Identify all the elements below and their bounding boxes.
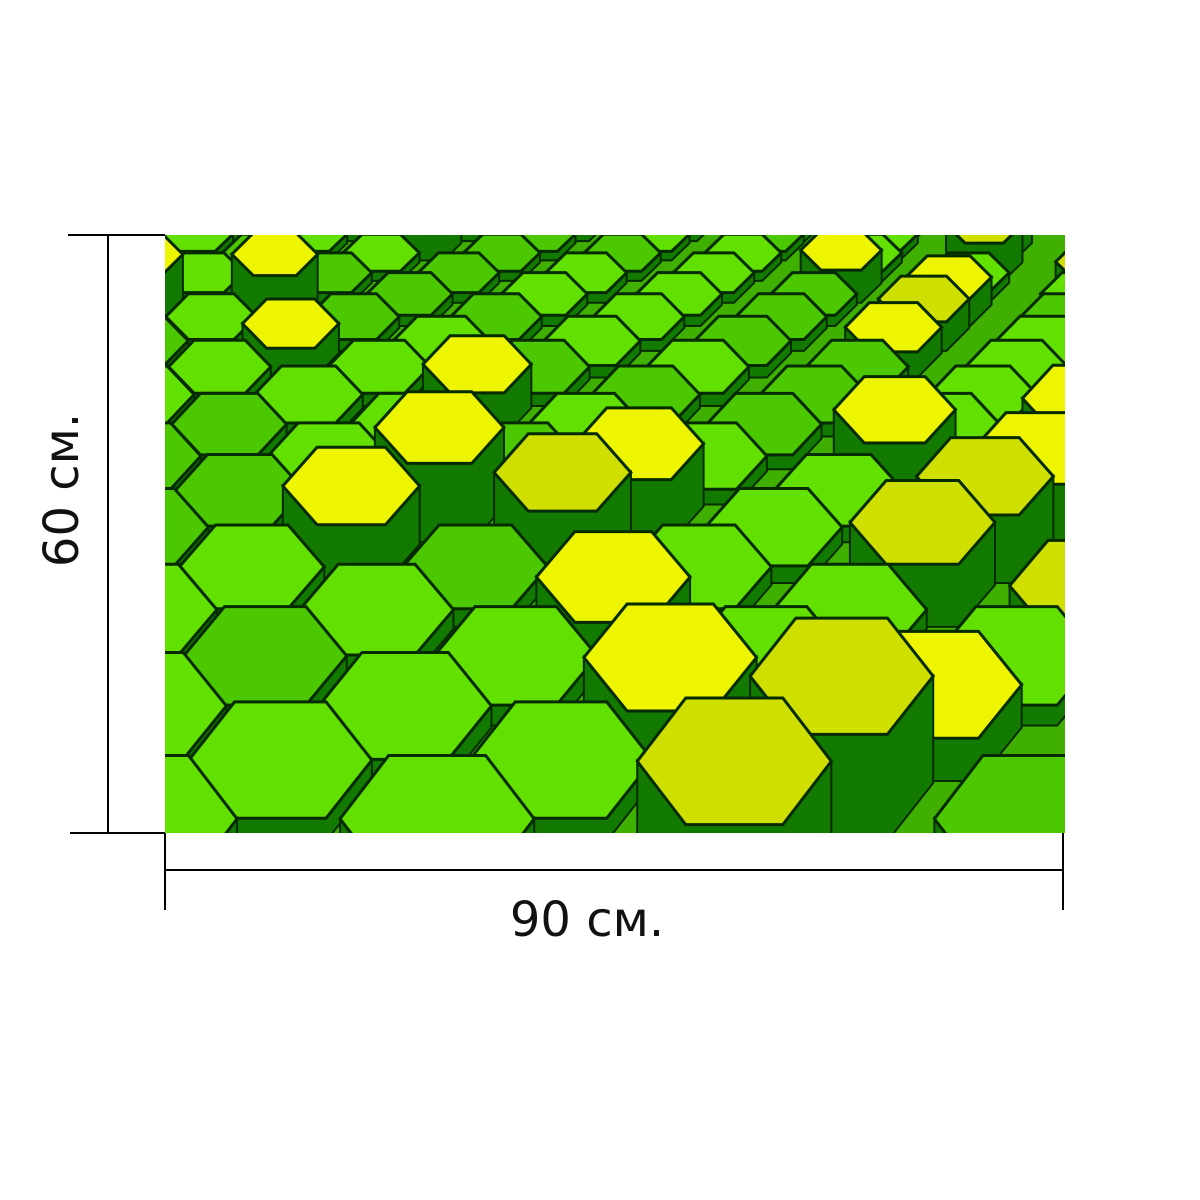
hexagon-side [1067, 253, 1143, 281]
hexagon-top [1064, 252, 1065, 254]
hexagon-top [420, 334, 534, 395]
hexagon-top [862, 200, 930, 232]
hexagon-top [748, 616, 936, 736]
height-dimension [68, 234, 165, 834]
hexagon-top [106, 200, 174, 232]
hexagon-top [372, 390, 507, 465]
width-label: 90 см. [510, 892, 664, 948]
hexagon-top [322, 200, 390, 232]
hexagon-top [960, 197, 1032, 232]
hexagon-top [338, 754, 537, 833]
hexagon-top [280, 445, 422, 527]
hexagon-top [165, 235, 186, 275]
hexagon-side [1054, 259, 1065, 294]
hexagon-picture [106, 180, 1143, 833]
hexagon-side [224, 815, 239, 833]
hexagon-top [165, 754, 239, 833]
hexagon-top [165, 235, 235, 253]
hexagon-top [932, 754, 1065, 833]
hexagon-top [646, 200, 714, 232]
hexagon-top [1053, 250, 1065, 274]
hexagon-top [214, 200, 282, 232]
hexagon-top [970, 200, 1038, 232]
width-dimension [164, 833, 1064, 910]
hexagon-top [538, 200, 606, 232]
hexagon-top [430, 200, 498, 232]
hexagon-top [165, 314, 191, 367]
hexagon-top [229, 235, 320, 278]
hexagon-top [831, 375, 958, 445]
hexagon-top [635, 696, 834, 827]
hexagon-top [847, 479, 997, 566]
hexagon-top [798, 235, 884, 272]
hexagon-side [106, 217, 174, 242]
hexagon-top [754, 200, 822, 232]
hexagon-top [492, 432, 633, 513]
hexagon-top [954, 235, 1014, 245]
hexagon-top [240, 297, 342, 350]
hexagon-top [389, 180, 461, 215]
height-label: 60 см. [34, 413, 90, 567]
